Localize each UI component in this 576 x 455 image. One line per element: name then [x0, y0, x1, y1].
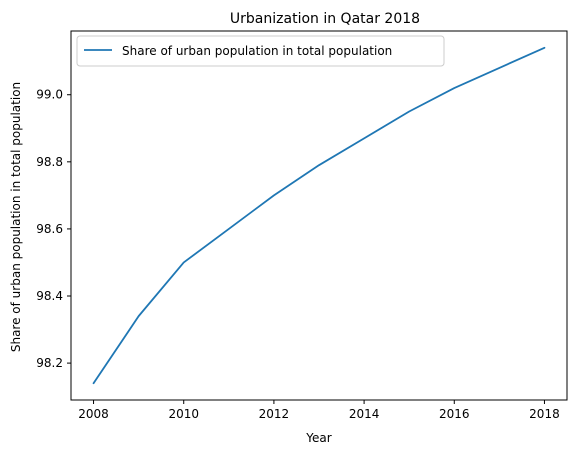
y-tick-label: 98.8 [36, 155, 63, 169]
plot-frame [70, 30, 568, 401]
y-tick-label: 98.4 [36, 289, 63, 303]
x-tick-label: 2012 [259, 407, 290, 421]
x-tick-label: 2014 [349, 407, 380, 421]
x-tick-label: 2010 [168, 407, 199, 421]
y-tick-label: 98.2 [36, 356, 63, 370]
legend-label: Share of urban population in total popul… [122, 44, 392, 58]
series-line [92, 46, 546, 385]
chart-title: Urbanization in Qatar 2018 [230, 11, 420, 27]
y-tick-label: 99.0 [36, 88, 63, 102]
x-tick-label: 2008 [78, 407, 109, 421]
legend: Share of urban population in total popul… [76, 35, 445, 67]
y-tick-label: 98.6 [36, 222, 63, 236]
x-tick-label: 2016 [439, 407, 470, 421]
plot-area: 2008 2010 2012 2014 2016 2018 98.2 98.4 98.6 98.8… [36, 30, 568, 421]
x-tick-label: 2018 [529, 407, 560, 421]
y-axis-label: Share of urban population in total popul… [9, 82, 23, 352]
x-axis-label: Year [305, 431, 331, 445]
legend-box [76, 35, 445, 67]
